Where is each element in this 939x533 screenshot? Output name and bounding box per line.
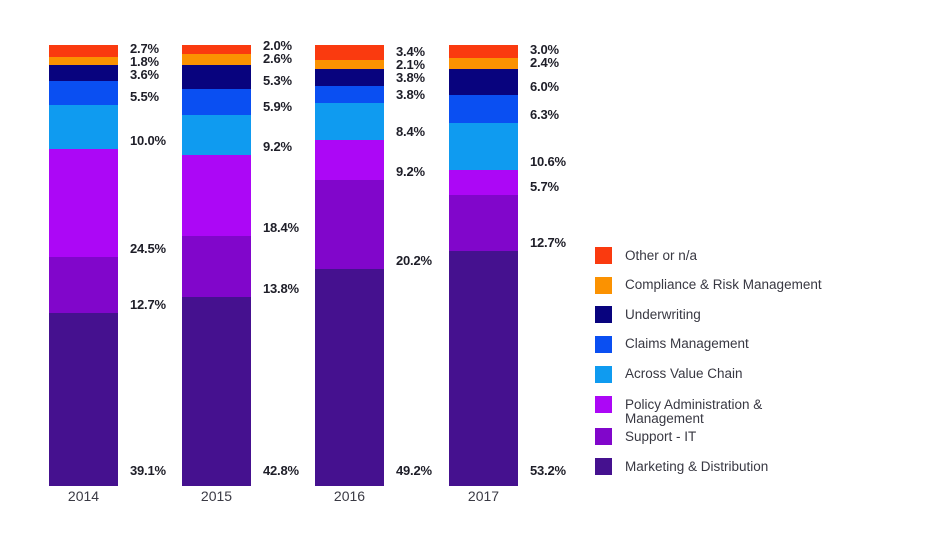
bar-segment-other-or-n-a-2015	[182, 45, 251, 54]
bar-segment-compliance-risk-management-2016	[315, 59, 384, 70]
legend-label-marketing-distribution: Marketing & Distribution	[625, 458, 769, 474]
bar-segment-support-it-2016	[315, 180, 384, 270]
segment-value-label-compliance-risk-management-2017: 2.4%	[530, 55, 559, 71]
legend-swatch-policy-administration-management-icon	[595, 396, 612, 413]
segment-value-label-policy-administration-management-2015: 18.4%	[263, 220, 299, 236]
bar-segment-compliance-risk-management-2017	[449, 58, 518, 69]
segment-value-label-across-value-chain-2017: 10.6%	[530, 153, 566, 169]
bar-segment-other-or-n-a-2016	[315, 45, 384, 60]
legend-label-compliance-risk-management: Compliance & Risk Management	[625, 277, 822, 292]
segment-value-label-underwriting-2015: 5.3%	[263, 72, 292, 88]
bar-segment-underwriting-2016	[315, 69, 384, 86]
x-tick-2017: 2017	[467, 488, 500, 504]
segment-value-label-marketing-distribution-2014: 39.1%	[130, 462, 166, 478]
bar-segment-other-or-n-a-2017	[449, 45, 518, 59]
bar-segment-across-value-chain-2014	[49, 104, 118, 150]
segment-value-label-marketing-distribution-2016: 49.2%	[396, 463, 432, 479]
bar-segment-claims-management-2017	[449, 95, 518, 124]
bar-segment-claims-management-2014	[49, 80, 118, 105]
segment-value-label-compliance-risk-management-2016: 2.1%	[396, 56, 425, 72]
legend-swatch-marketing-distribution-icon	[595, 458, 612, 475]
bar-segment-claims-management-2016	[315, 86, 384, 103]
segment-value-label-marketing-distribution-2015: 42.8%	[263, 463, 299, 478]
segment-value-label-across-value-chain-2015: 9.2%	[263, 139, 292, 155]
x-tick-2016: 2016	[333, 488, 366, 504]
legend-swatch-underwriting-icon	[595, 306, 612, 323]
segment-value-label-underwriting-2014: 3.6%	[130, 66, 159, 82]
bar-segment-support-it-2015	[182, 236, 251, 298]
x-tick-2014: 2014	[67, 488, 100, 504]
segment-value-label-claims-management-2014: 5.5%	[130, 88, 159, 104]
bar-segment-marketing-distribution-2015	[182, 297, 251, 486]
legend-label-underwriting: Underwriting	[625, 306, 701, 322]
legend-swatch-support-it-icon	[595, 428, 612, 445]
segment-value-label-underwriting-2016: 3.8%	[396, 70, 425, 85]
bar-segment-across-value-chain-2015	[182, 114, 251, 156]
bar-segment-other-or-n-a-2014	[49, 45, 118, 57]
bar-segment-claims-management-2015	[182, 88, 251, 115]
segment-value-label-marketing-distribution-2017: 53.2%	[530, 462, 566, 478]
bar-segment-marketing-distribution-2016	[315, 269, 384, 487]
segment-value-label-other-or-n-a-2017: 3.0%	[530, 42, 559, 58]
bar-segment-policy-administration-management-2016	[315, 139, 384, 181]
segment-value-label-support-it-2014: 12.7%	[130, 297, 166, 313]
bar-segment-compliance-risk-management-2014	[49, 56, 118, 65]
legend-label-claims-management: Claims Management	[625, 336, 749, 351]
segment-value-label-across-value-chain-2014: 10.0%	[130, 133, 166, 149]
legend-label-across-value-chain: Across Value Chain	[625, 366, 743, 381]
segment-value-label-underwriting-2017: 6.0%	[530, 79, 559, 95]
bar-segment-marketing-distribution-2014	[49, 313, 118, 486]
legend-swatch-claims-management-icon	[595, 335, 612, 353]
segment-value-label-support-it-2015: 13.8%	[263, 281, 299, 297]
bar-segment-policy-administration-management-2017	[449, 169, 518, 195]
legend-swatch-compliance-risk-management-icon	[595, 276, 612, 294]
legend-swatch-across-value-chain-icon	[595, 365, 612, 383]
segment-value-label-other-or-n-a-2014: 2.7%	[130, 40, 159, 56]
bar-segment-policy-administration-management-2015	[182, 155, 251, 237]
segment-value-label-other-or-n-a-2015: 2.0%	[263, 37, 292, 53]
segment-value-label-policy-administration-management-2014: 24.5%	[130, 241, 166, 257]
bar-segment-compliance-risk-management-2015	[182, 53, 251, 66]
segment-value-label-policy-administration-management-2017: 5.7%	[530, 178, 559, 194]
bar-segment-underwriting-2017	[449, 68, 518, 96]
segment-value-label-claims-management-2017: 6.3%	[530, 107, 559, 123]
legend-label-support-it: Support - IT	[625, 428, 697, 444]
bar-segment-underwriting-2015	[182, 65, 251, 89]
bar-segment-marketing-distribution-2017	[449, 250, 518, 486]
segment-value-label-support-it-2016: 20.2%	[396, 253, 432, 269]
legend-swatch-other-or-n-a-icon	[595, 247, 612, 264]
segment-value-label-compliance-risk-management-2014: 1.8%	[130, 53, 159, 69]
segment-value-label-across-value-chain-2016: 8.4%	[396, 123, 425, 139]
bar-segment-policy-administration-management-2014	[49, 149, 118, 258]
legend-label-policy-administration-management: Policy Administration & Management	[625, 396, 763, 426]
segment-value-label-support-it-2017: 12.7%	[530, 234, 566, 250]
segment-value-label-other-or-n-a-2016: 3.4%	[396, 43, 425, 59]
x-tick-2015: 2015	[200, 488, 233, 504]
segment-value-label-compliance-risk-management-2015: 2.6%	[263, 50, 292, 66]
bar-segment-across-value-chain-2016	[315, 102, 384, 140]
bar-segment-support-it-2014	[49, 257, 118, 314]
bar-segment-support-it-2017	[449, 194, 518, 251]
segment-value-label-policy-administration-management-2016: 9.2%	[396, 164, 425, 180]
segment-value-label-claims-management-2016: 3.8%	[396, 86, 425, 102]
bar-segment-across-value-chain-2017	[449, 123, 518, 170]
bar-segment-underwriting-2014	[49, 64, 118, 81]
legend-label-other-or-n-a: Other or n/a	[625, 247, 698, 263]
segment-value-label-claims-management-2015: 5.9%	[263, 98, 292, 114]
